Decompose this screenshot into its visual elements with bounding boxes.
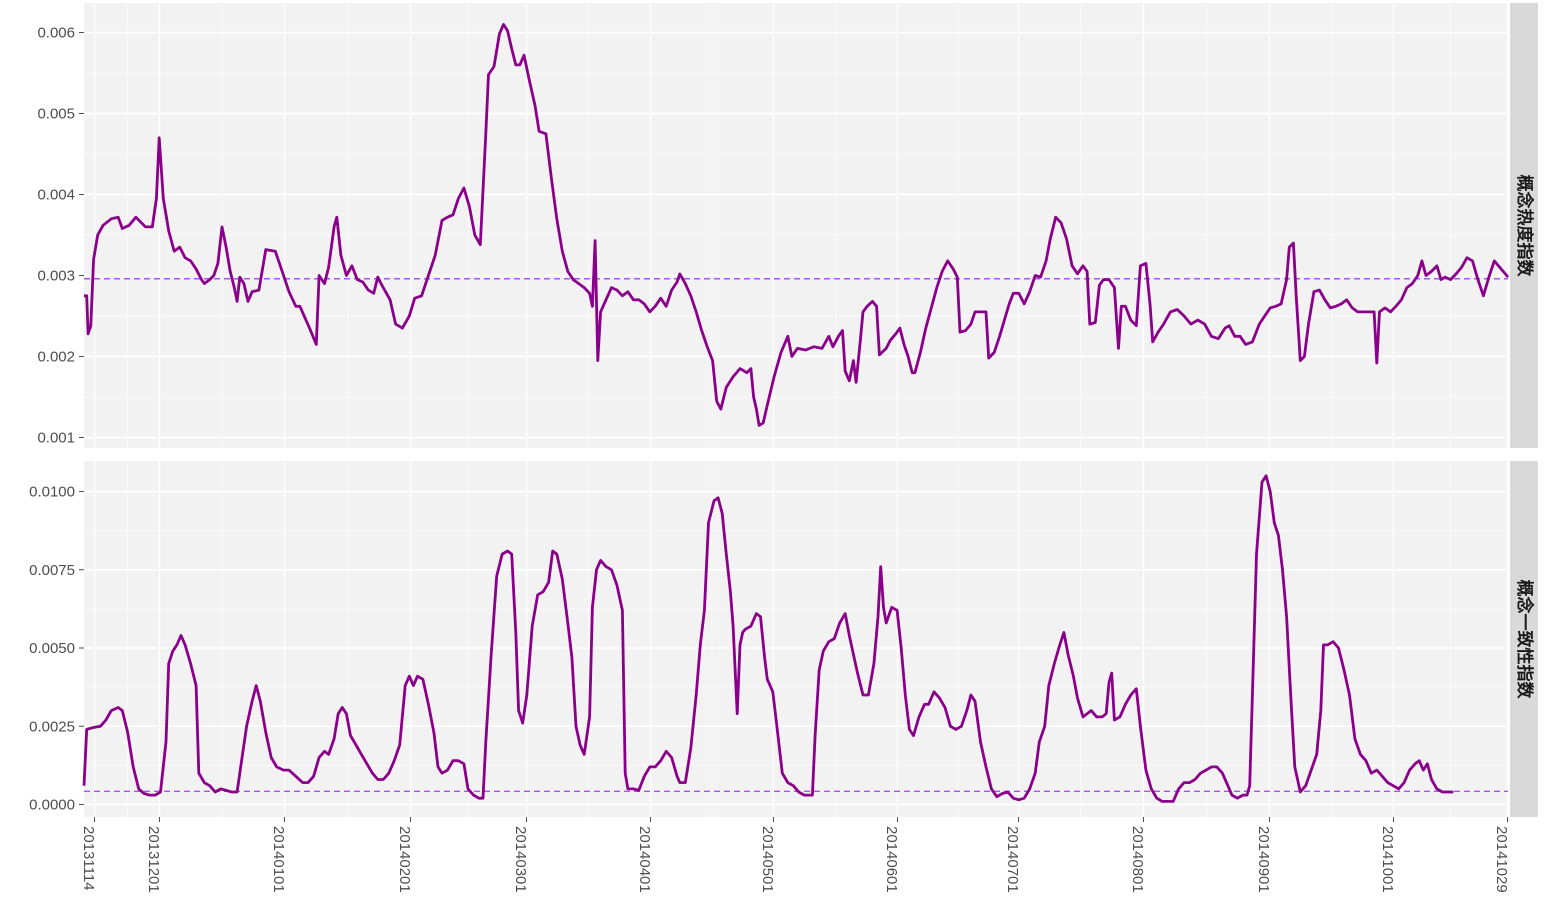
facet-panel-2: 0.0000 0.0025 0.0050 0.0075 0.0100 概念一致性指数	[29, 461, 1538, 817]
facet-strip-label: 概念一致性指数	[1514, 580, 1535, 700]
y-tick-label: 0.005	[37, 106, 75, 123]
x-tick-label: 20140801	[1129, 826, 1146, 893]
x-tick-label: 20140401	[636, 826, 653, 893]
panel-background	[84, 461, 1508, 817]
x-tick-label: 20140201	[396, 826, 413, 893]
panel-background	[84, 3, 1508, 448]
x-tick-label: 20140901	[1255, 826, 1272, 893]
panels-layer: 0.0010.0020.0030.0040.0050.006概念热度指数0.00…	[29, 3, 1538, 817]
x-tick-label: 20140501	[759, 826, 776, 893]
y-tick-label: 0.004	[37, 187, 75, 204]
facet-strip	[1510, 461, 1538, 817]
x-axis: 20131114 20131201 20140101 20140201 20140301…	[80, 817, 1510, 893]
series-line	[82, 474, 1454, 803]
y-tick-label: 0.001	[37, 430, 75, 447]
x-tick-label: 20140701	[1004, 826, 1021, 893]
y-tick-label: 0.0000	[29, 797, 75, 814]
x-tick-label: 20141001	[1379, 826, 1396, 893]
y-tick-label: 0.0050	[29, 640, 75, 657]
x-tick-label: 20141029	[1493, 826, 1510, 893]
x-tick-label: 20140601	[883, 826, 900, 893]
y-tick-label: 0.006	[37, 25, 75, 42]
y-tick-label: 0.0100	[29, 484, 75, 501]
y-tick-label: 0.0075	[29, 562, 75, 579]
x-tick-label: 20140301	[512, 826, 529, 893]
facet-strip-label: 概念热度指数	[1514, 175, 1535, 278]
series-line	[84, 22, 1510, 427]
x-tick-label: 20131114	[80, 826, 97, 891]
x-tick-label: 20140101	[270, 826, 287, 893]
facet-strip	[1510, 3, 1538, 448]
y-tick-label: 0.003	[37, 268, 75, 285]
y-tick-label: 0.0025	[29, 718, 75, 735]
y-tick-label: 0.002	[37, 349, 75, 366]
x-tick-label: 20131201	[145, 826, 162, 893]
facet-panel-1: 0.001 0.002 0.003 0.004 0.005 0.006 概念热度指数	[37, 3, 1538, 448]
